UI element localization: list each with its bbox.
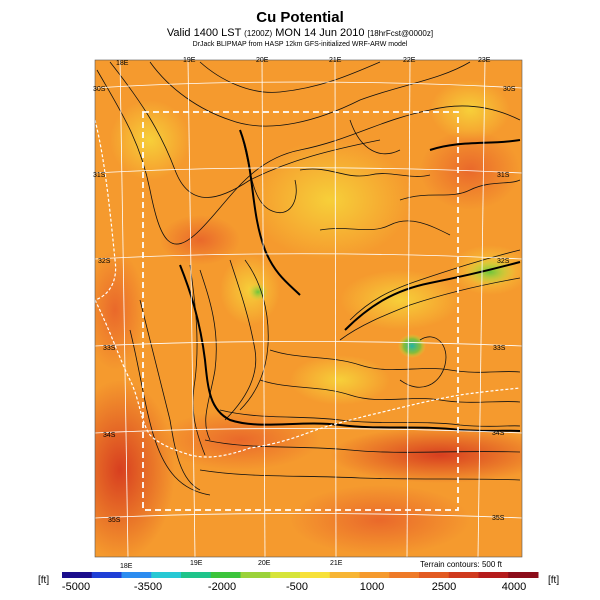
colorbar-swatch xyxy=(121,572,152,578)
colorbar-label: 4000 xyxy=(502,581,526,593)
model-credit: DrJack BLIPMAP from HASP 12km GFS-initia… xyxy=(192,41,408,48)
field-hot-ne xyxy=(420,130,520,210)
valid-time: Valid 1400 LST xyxy=(166,27,242,39)
colorbar-swatch xyxy=(300,572,331,578)
lon-label: 21E xyxy=(329,57,342,64)
west-coastline xyxy=(95,119,117,301)
lat-label: 31S xyxy=(497,172,510,179)
cu-potential-field xyxy=(95,60,522,557)
field-light-n xyxy=(430,80,510,140)
colorbar xyxy=(62,572,539,578)
lat-label: 35S xyxy=(108,517,121,524)
lat-label: 30S xyxy=(93,86,106,93)
colorbar-swatch xyxy=(91,572,122,578)
map-frame xyxy=(94,59,523,558)
lat-label: 33S xyxy=(103,345,116,352)
colorbar-swatch xyxy=(240,572,271,578)
valid-date: MON 14 Jun 2010 xyxy=(275,27,365,39)
lon-label: 20E xyxy=(258,560,271,567)
lat-label: 30S xyxy=(503,86,516,93)
terrain-contours xyxy=(96,61,521,496)
field-light-center xyxy=(250,140,410,260)
field-cyan-spot xyxy=(398,334,426,358)
colorbar-swatch xyxy=(478,572,509,578)
lon-label: 23E xyxy=(478,57,491,64)
lon-labels-top: 18E 19E 20E 21E 22E 23E xyxy=(116,57,491,67)
map-title: Cu Potential xyxy=(256,9,344,26)
terrain-contour-note: Terrain contours: 500 ft xyxy=(420,560,502,569)
colorbar-swatch xyxy=(419,572,450,578)
colorbar-label: 2500 xyxy=(432,581,456,593)
utc-time: (1200Z) xyxy=(244,29,273,38)
lon-label: 21E xyxy=(330,560,343,567)
colorbar-swatch xyxy=(270,572,301,578)
lon-label: 19E xyxy=(190,560,203,567)
lat-label: 34S xyxy=(492,430,505,437)
lat-labels-right: 30S 31S 32S 33S 34S 35S xyxy=(492,86,516,522)
lat-label: 32S xyxy=(98,258,111,265)
colorbar-label: -2000 xyxy=(208,581,236,593)
lat-label: 32S xyxy=(497,258,510,265)
lon-label: 19E xyxy=(183,57,196,64)
colorbar-swatch xyxy=(151,572,182,578)
colorbar-swatch xyxy=(389,572,420,578)
lat-label: 31S xyxy=(93,172,106,179)
map-subtitle: Valid 1400 LST (1200Z) MON 14 Jun 2010 [… xyxy=(0,27,600,39)
colorbar-swatch xyxy=(448,572,479,578)
colorbar-swatch xyxy=(210,572,241,578)
colorbar-label: 1000 xyxy=(360,581,384,593)
colorbar-swatch xyxy=(181,572,212,578)
colorbar-labels: -5000 -3500 -2000 -500 1000 2500 4000 xyxy=(62,581,526,593)
field-hot-se xyxy=(330,427,522,483)
lon-label: 20E xyxy=(256,57,269,64)
escarpment-contour xyxy=(179,129,521,432)
field-light-e xyxy=(340,270,460,330)
field-light-south xyxy=(290,355,390,405)
forecast-info: [18hrFcst@0000z] xyxy=(367,29,434,38)
lon-label: 18E xyxy=(116,60,129,67)
lon-label: 18E xyxy=(120,563,133,570)
field-hot-sw xyxy=(95,380,175,557)
field-green-ne xyxy=(464,258,516,286)
colorbar-swatch xyxy=(359,572,390,578)
field-green-spot xyxy=(248,283,268,301)
inner-domain-box xyxy=(142,111,459,511)
colorbar-unit-left: [ft] xyxy=(38,575,50,586)
colorbar-swatch xyxy=(508,572,539,578)
lat-label: 35S xyxy=(492,515,505,522)
field-hot-w xyxy=(95,250,145,370)
lat-labels-left: 30S 31S 32S 33S 34S 35S xyxy=(93,86,121,524)
colorbar-unit-right: [ft] xyxy=(548,575,560,586)
field-light-nw xyxy=(110,100,190,180)
coastline xyxy=(95,299,521,458)
colorbar-swatch xyxy=(329,572,360,578)
field-hot-bottom xyxy=(290,485,470,555)
lon-label: 22E xyxy=(403,57,416,64)
colorbar-swatch xyxy=(62,572,93,578)
lon-labels-bottom: 18E 19E 20E 21E xyxy=(120,560,343,570)
field-hot-s xyxy=(160,410,320,470)
colorbar-label: -3500 xyxy=(134,581,162,593)
field-hot-mid xyxy=(160,215,240,265)
lat-lon-grid xyxy=(95,60,522,557)
colorbar-label: -5000 xyxy=(62,581,90,593)
lat-label: 33S xyxy=(493,345,506,352)
colorbar-label: -500 xyxy=(286,581,308,593)
lat-label: 34S xyxy=(103,432,116,439)
